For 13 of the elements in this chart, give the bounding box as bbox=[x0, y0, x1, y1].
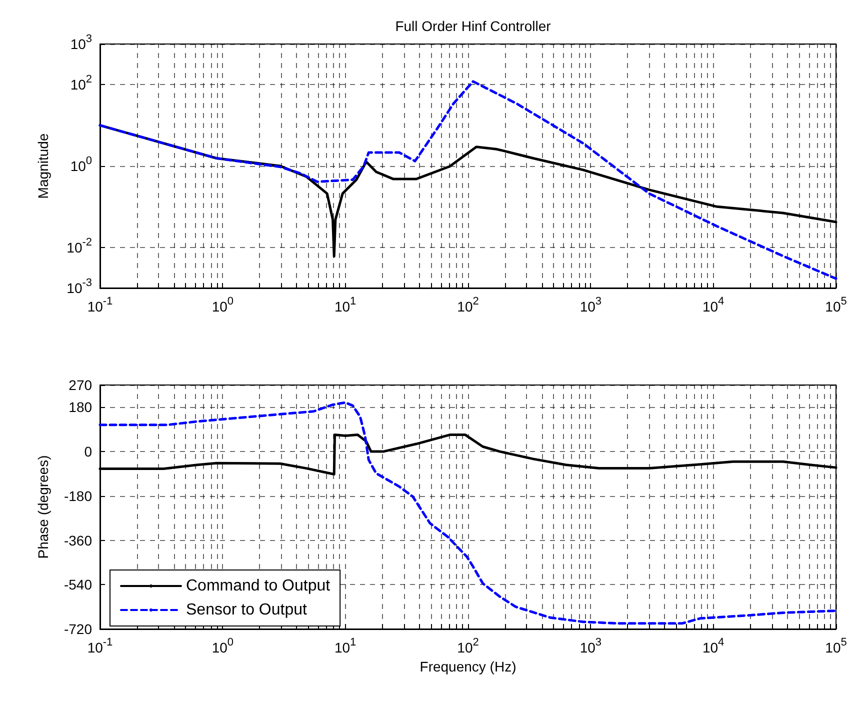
y-tick-label: 0 bbox=[84, 444, 92, 460]
chart-title: Full Order Hinf Controller bbox=[395, 18, 552, 34]
y-tick-label: 180 bbox=[68, 399, 92, 416]
legend-label: Command to Output bbox=[186, 578, 331, 594]
y-tick-label: -180 bbox=[64, 488, 92, 504]
x-axis-title: Frequency (Hz) bbox=[420, 658, 516, 674]
legend-label: Sensor to Output bbox=[186, 602, 308, 618]
y-tick-label: -360 bbox=[64, 532, 92, 548]
y-axis-title: Magnitude bbox=[35, 133, 51, 199]
y-tick-label: -540 bbox=[64, 576, 92, 593]
y-tick-label: -720 bbox=[64, 621, 92, 637]
y-tick-label: 270 bbox=[68, 377, 92, 393]
y-axis-title: Phase (degrees) bbox=[35, 455, 51, 559]
